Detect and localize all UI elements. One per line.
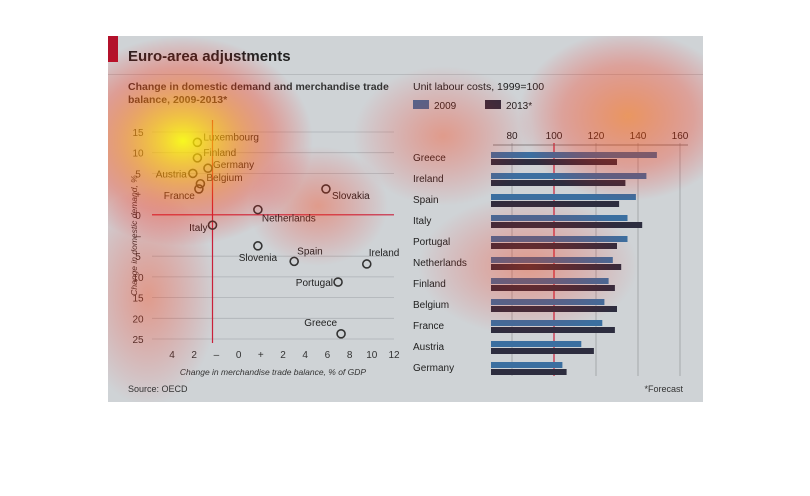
source-note: Source: OECD bbox=[128, 384, 188, 394]
data-point bbox=[253, 241, 263, 251]
point-label: Ireland bbox=[369, 248, 400, 259]
data-point bbox=[192, 137, 203, 148]
x-axis-label: Change in merchandise trade balance, % o… bbox=[180, 367, 366, 377]
bar bbox=[491, 320, 603, 326]
point-label: Greece bbox=[304, 318, 337, 329]
x-tick-label: 160 bbox=[672, 131, 689, 142]
y-tick-label: 15 bbox=[132, 128, 144, 139]
bar bbox=[491, 278, 609, 284]
point-label: Italy bbox=[189, 223, 207, 234]
category-label: Austria bbox=[413, 342, 445, 353]
bar bbox=[491, 306, 617, 312]
x-tick-label: 4 bbox=[169, 350, 175, 361]
point-label: Belgium bbox=[206, 173, 242, 184]
point-label: Slovakia bbox=[332, 191, 370, 202]
bar-title: Unit labour costs, 1999=100 bbox=[413, 81, 544, 93]
bar bbox=[491, 173, 647, 179]
x-tick-label: – bbox=[214, 350, 220, 361]
y-tick-label: 25 bbox=[132, 335, 144, 346]
bar bbox=[491, 194, 636, 200]
data-point bbox=[361, 259, 372, 269]
point-label: Netherlands bbox=[262, 214, 316, 225]
category-label: Finland bbox=[413, 279, 446, 290]
legend-swatch bbox=[485, 100, 501, 109]
data-point bbox=[289, 256, 299, 267]
point-label: Luxembourg bbox=[203, 132, 259, 143]
scatter-chart: Change in domestic demand and merchandis… bbox=[128, 81, 400, 377]
bar bbox=[491, 285, 615, 291]
bar bbox=[491, 236, 628, 242]
chart-figure: Euro-area adjustments Change in domestic… bbox=[108, 36, 703, 402]
x-tick-label: 120 bbox=[588, 131, 605, 142]
bar-chart: Unit labour costs, 1999=100 2009 2013* 80 10… bbox=[413, 81, 689, 376]
category-label: Spain bbox=[413, 195, 439, 206]
data-point bbox=[336, 329, 346, 339]
point-label: Finland bbox=[203, 148, 236, 159]
point-label: France bbox=[164, 191, 196, 202]
category-label: Belgium bbox=[413, 300, 449, 311]
x-tick-label: 12 bbox=[388, 350, 400, 361]
bar bbox=[491, 201, 620, 207]
category-label: Portugal bbox=[413, 237, 450, 248]
bar bbox=[491, 299, 605, 305]
legend-swatch bbox=[413, 100, 429, 109]
category-label: Greece bbox=[413, 153, 446, 164]
legend-label: 2009 bbox=[434, 101, 457, 112]
bar bbox=[491, 152, 657, 158]
forecast-footnote: *Forecast bbox=[644, 384, 683, 394]
x-tick-label: 2 bbox=[191, 350, 197, 361]
point-label: Austria bbox=[156, 169, 188, 180]
x-tick-label: 0 bbox=[236, 350, 242, 361]
category-label: Ireland bbox=[413, 174, 444, 185]
y-axis-label: Change in domestic demand, % bbox=[129, 175, 139, 296]
y-tick-label: 20 bbox=[132, 314, 144, 325]
x-tick-label: 8 bbox=[347, 350, 353, 361]
point-label: Germany bbox=[213, 160, 254, 171]
bar bbox=[491, 327, 615, 333]
bar bbox=[491, 341, 582, 347]
data-point bbox=[194, 184, 204, 194]
legend-label: 2013* bbox=[506, 101, 532, 112]
bar bbox=[491, 159, 617, 165]
bar bbox=[491, 215, 628, 221]
x-tick-label: 80 bbox=[506, 131, 518, 142]
x-tick-label: 140 bbox=[630, 131, 647, 142]
data-point bbox=[195, 178, 206, 189]
x-tick-label: 10 bbox=[366, 350, 378, 361]
point-label: Spain bbox=[297, 246, 323, 257]
bar bbox=[491, 257, 613, 263]
data-point bbox=[321, 184, 331, 194]
scatter-title: Change in domestic demand and merchandis… bbox=[128, 81, 389, 106]
bar bbox=[491, 369, 567, 375]
point-label: Slovenia bbox=[239, 253, 278, 264]
data-point bbox=[192, 153, 203, 163]
x-tick-label: 4 bbox=[302, 350, 308, 361]
category-label: France bbox=[413, 321, 445, 332]
x-tick-label: + bbox=[258, 350, 264, 361]
category-label: Netherlands bbox=[413, 258, 467, 269]
data-point bbox=[253, 204, 263, 215]
bar bbox=[491, 180, 626, 186]
category-label: Italy bbox=[413, 216, 431, 227]
point-label: Portugal bbox=[296, 278, 333, 289]
data-point bbox=[203, 163, 213, 174]
bar bbox=[491, 222, 643, 228]
bar bbox=[491, 348, 594, 354]
x-tick-label: 2 bbox=[280, 350, 286, 361]
bar bbox=[491, 264, 622, 270]
data-point bbox=[333, 277, 343, 287]
y-tick-label: 10 bbox=[132, 149, 144, 160]
bar bbox=[491, 362, 563, 368]
x-tick-label: 6 bbox=[325, 350, 331, 361]
category-label: Germany bbox=[413, 363, 454, 374]
bar bbox=[491, 243, 617, 249]
x-tick-label: 100 bbox=[546, 131, 563, 142]
